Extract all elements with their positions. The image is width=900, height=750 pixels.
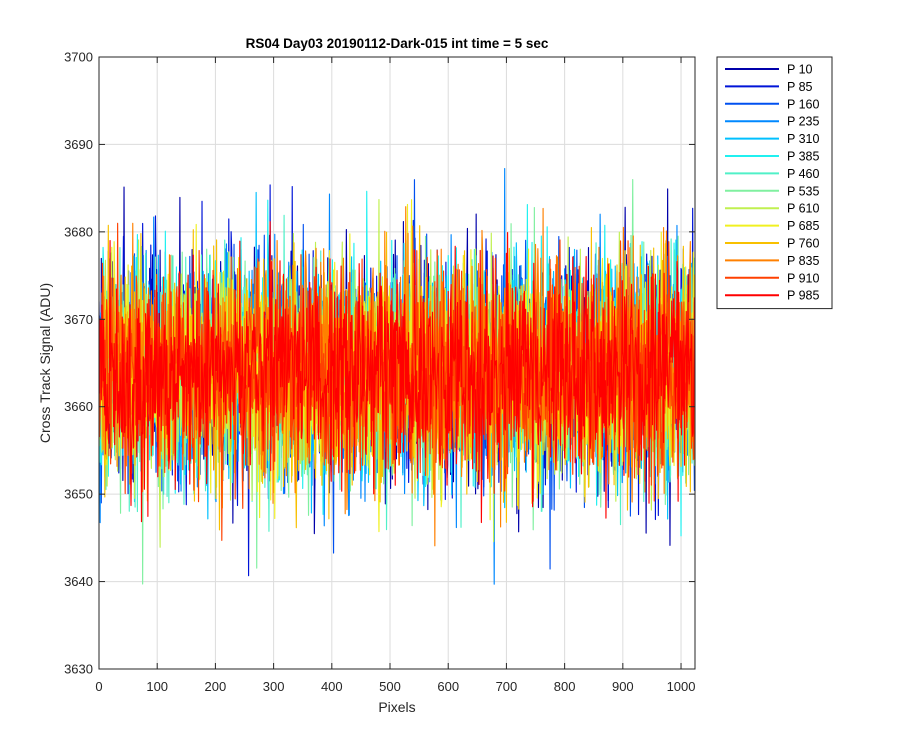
legend-label: P 10 (787, 63, 813, 77)
x-tick-label: 400 (321, 679, 343, 694)
legend-label: P 160 (787, 97, 819, 111)
x-tick-label: 900 (612, 679, 634, 694)
series-line (99, 221, 695, 524)
y-tick-label: 3630 (64, 662, 93, 677)
y-tick-label: 3640 (64, 574, 93, 589)
legend-label: P 835 (787, 254, 819, 268)
legend-label: P 385 (787, 150, 819, 164)
legend-label: P 985 (787, 289, 819, 303)
y-tick-label: 3700 (64, 50, 93, 65)
legend-label: P 235 (787, 115, 819, 129)
y-tick-label: 3670 (64, 312, 93, 327)
x-tick-label: 500 (379, 679, 401, 694)
x-tick-label: 800 (554, 679, 576, 694)
y-tick-label: 3690 (64, 137, 93, 152)
legend-label: P 685 (787, 219, 819, 233)
legend-label: P 85 (787, 80, 813, 94)
legend-label: P 910 (787, 271, 819, 285)
legend-box (716, 56, 833, 310)
x-axis-label: Pixels (378, 699, 415, 715)
x-tick-label: 300 (263, 679, 285, 694)
x-tick-label: 1000 (667, 679, 696, 694)
y-tick-label: 3660 (64, 399, 93, 414)
plot-frame (98, 56, 696, 670)
legend-label: P 760 (787, 237, 819, 251)
x-tick-label: 100 (146, 679, 168, 694)
x-tick-label: 0 (95, 679, 102, 694)
x-tick-label: 600 (437, 679, 459, 694)
legend-label: P 460 (787, 167, 819, 181)
y-tick-label: 3680 (64, 224, 93, 239)
y-axis-label: Cross Track Signal (ADU) (37, 283, 53, 443)
x-tick-label: 700 (496, 679, 518, 694)
axis-ticks: 0 100 200 300 400 500 600 700 800 900 1000 3630 3640… (64, 50, 695, 695)
legend-label: P 535 (787, 184, 819, 198)
series-lines (99, 168, 695, 585)
y-tick-label: 3650 (64, 487, 93, 502)
legend-label: P 310 (787, 132, 819, 146)
legend: P 10 P 85 P 160 P 235 P 310 P 385 P 460 P 535 P … (716, 56, 833, 310)
x-tick-label: 200 (205, 679, 227, 694)
chart-title: RS04 Day03 20190112-Dark-015 int time = … (246, 36, 549, 51)
legend-label: P 610 (787, 202, 819, 216)
